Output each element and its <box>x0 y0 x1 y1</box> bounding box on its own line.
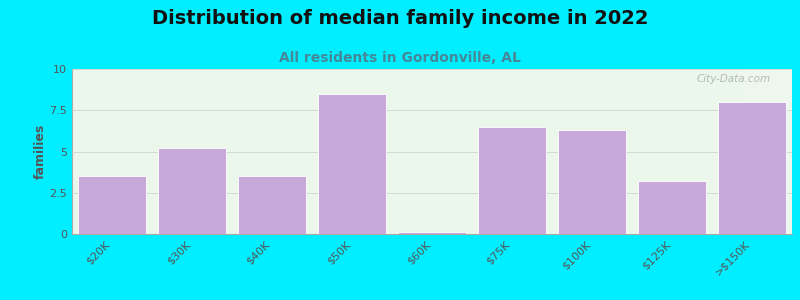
Bar <box>398 232 466 234</box>
Bar <box>78 176 146 234</box>
Bar <box>558 130 626 234</box>
Bar <box>158 148 226 234</box>
Bar <box>638 181 706 234</box>
Text: All residents in Gordonville, AL: All residents in Gordonville, AL <box>279 51 521 65</box>
Text: Distribution of median family income in 2022: Distribution of median family income in … <box>152 9 648 28</box>
Y-axis label: families: families <box>34 124 46 179</box>
Bar <box>718 102 786 234</box>
Bar <box>318 94 386 234</box>
Bar <box>478 127 546 234</box>
Text: City-Data.com: City-Data.com <box>696 74 770 84</box>
Bar <box>238 176 306 234</box>
